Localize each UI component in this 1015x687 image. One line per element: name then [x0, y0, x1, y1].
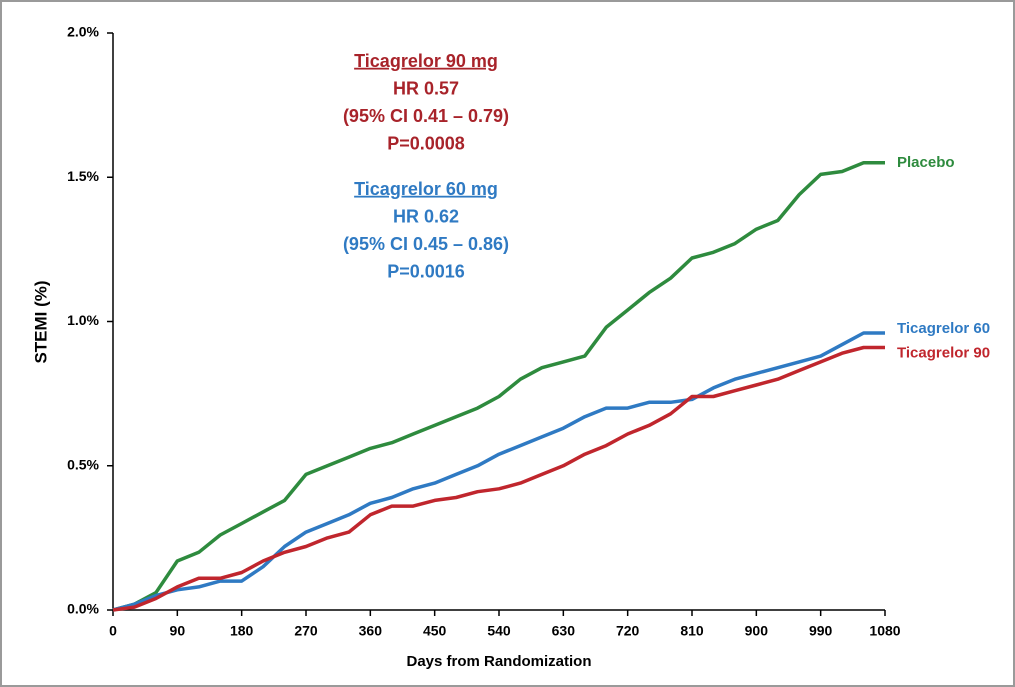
x-axis-label: Days from Randomization	[406, 653, 591, 670]
annotation: HR 0.62	[393, 206, 459, 226]
y-tick-label: 0.0%	[67, 601, 99, 617]
series-label: Ticagrelor 60	[897, 320, 990, 337]
x-tick-label: 810	[680, 623, 704, 639]
y-tick-label: 2.0%	[67, 24, 99, 40]
annotation: Ticagrelor 90 mg	[354, 51, 498, 71]
annotation: P=0.0016	[387, 261, 465, 281]
annotation: Ticagrelor 60 mg	[354, 179, 498, 199]
series-label: Placebo	[897, 154, 955, 171]
annotation: P=0.0008	[387, 133, 465, 153]
x-tick-label: 0	[109, 623, 117, 639]
x-tick-label: 450	[423, 623, 447, 639]
x-tick-label: 180	[230, 623, 254, 639]
series-line	[112, 161, 885, 612]
y-axis-label: STEMI (%)	[31, 280, 50, 363]
annotation: (95% CI 0.45 – 0.86)	[343, 234, 509, 254]
y-tick-label: 1.5%	[67, 168, 99, 184]
series-line	[112, 345, 885, 612]
x-tick-label: 720	[616, 623, 640, 639]
y-tick-label: 1.0%	[67, 312, 99, 328]
x-tick-label: 270	[294, 623, 318, 639]
series-label: Ticagrelor 90	[897, 344, 990, 361]
x-tick-label: 360	[359, 623, 383, 639]
annotation: HR 0.57	[393, 78, 459, 98]
x-tick-label: 90	[170, 623, 186, 639]
x-tick-label: 900	[745, 623, 769, 639]
series-line	[112, 331, 885, 612]
y-tick-label: 0.5%	[67, 456, 99, 472]
x-tick-label: 630	[552, 623, 576, 639]
annotation: (95% CI 0.41 – 0.79)	[343, 106, 509, 126]
x-tick-label: 1080	[869, 623, 900, 639]
x-tick-label: 990	[809, 623, 833, 639]
x-tick-label: 540	[487, 623, 511, 639]
